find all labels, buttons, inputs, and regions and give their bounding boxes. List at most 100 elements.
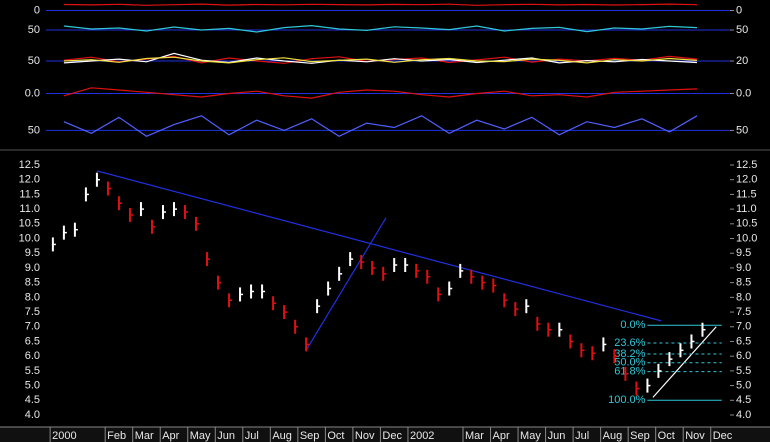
x-tick-label: May	[190, 430, 211, 442]
price-bar	[272, 296, 277, 311]
indicator-line	[63, 115, 698, 137]
y-tick-label-right: 6.0	[736, 350, 751, 362]
price-bar	[635, 381, 640, 396]
fib-label: 100.0%	[608, 394, 646, 406]
y-tick-label: 7.0	[25, 321, 40, 333]
price-bar	[613, 349, 618, 364]
y-tick-label-right: 9.5	[736, 247, 751, 259]
x-tick-label: 2000	[52, 430, 76, 442]
price-bar	[470, 269, 475, 284]
y-tick-label: 0.0	[25, 87, 40, 99]
x-tick-label: 2002	[410, 430, 434, 442]
x-tick-label: Jul	[245, 430, 259, 442]
price-bar	[283, 305, 288, 320]
y-tick-label: 9.0	[25, 262, 40, 274]
indicator-line	[63, 56, 698, 64]
indicator-line	[63, 3, 698, 6]
y-tick-label-right: 0	[736, 4, 742, 16]
price-bar	[591, 346, 596, 361]
x-tick-label: Nov	[355, 430, 375, 442]
x-tick-label: Dec	[382, 430, 402, 442]
price-bar	[195, 216, 200, 231]
price-bar	[117, 196, 122, 211]
price-bar	[371, 260, 376, 275]
y-tick-label-right: 8.0	[736, 291, 751, 303]
x-tick-label: Oct	[658, 430, 675, 442]
price-bar	[547, 322, 552, 337]
price-bar	[217, 275, 222, 290]
price-bar	[646, 378, 651, 393]
x-tick-label: Jun	[217, 430, 235, 442]
price-bar	[580, 343, 585, 358]
y-tick-label: 8.0	[25, 291, 40, 303]
y-tick-label-right: 10.0	[736, 232, 757, 244]
y-tick-label-right: 12.5	[736, 159, 757, 171]
y-tick-label-right: 50	[736, 24, 748, 36]
price-bar	[294, 319, 299, 334]
y-tick-label-right: 5.5	[736, 365, 751, 377]
y-tick-label-right: 11.0	[736, 203, 757, 215]
price-bar	[73, 222, 78, 237]
price-bar	[657, 363, 662, 378]
x-tick-label: Sep	[630, 430, 650, 442]
y-tick-label: 10.5	[19, 218, 40, 230]
y-tick-label: 12.5	[19, 159, 40, 171]
fib-label: 0.0%	[620, 319, 645, 331]
price-bar	[95, 172, 100, 187]
price-bar	[349, 252, 354, 267]
price-bar	[128, 208, 133, 222]
price-bar	[558, 322, 563, 337]
price-bar	[569, 334, 574, 349]
y-tick-label-right: 50	[736, 124, 748, 136]
price-bar	[393, 258, 398, 272]
y-tick-label: 11.0	[19, 203, 40, 215]
y-tick-label: 0	[34, 4, 40, 16]
y-tick-label: 50	[28, 124, 40, 136]
price-bar	[250, 284, 255, 299]
price-bar	[602, 337, 607, 352]
price-bar	[360, 255, 365, 270]
x-tick-label: Jun	[548, 430, 566, 442]
y-tick-label: 6.5	[25, 335, 40, 347]
trendline	[96, 170, 662, 322]
indicator-line	[63, 87, 698, 99]
y-tick-label: 5.5	[25, 365, 40, 377]
y-tick-label-right: 8.5	[736, 277, 751, 289]
y-tick-label: 12.0	[19, 174, 40, 186]
price-bar	[172, 202, 177, 217]
price-bar	[503, 293, 508, 308]
y-tick-label: 4.0	[25, 409, 40, 421]
x-tick-label: Apr	[162, 430, 179, 442]
price-bar	[448, 281, 453, 296]
price-bar	[437, 287, 442, 302]
y-tick-label: 7.5	[25, 306, 40, 318]
price-bar	[239, 287, 244, 302]
y-tick-label: 5.0	[25, 379, 40, 391]
price-bar	[327, 281, 332, 296]
price-bar	[668, 352, 673, 367]
y-tick-label: 11.5	[19, 188, 40, 200]
fib-label: 38.2%	[614, 348, 645, 360]
price-bar	[426, 269, 431, 284]
price-bar	[382, 266, 387, 281]
y-tick-label-right: 7.0	[736, 321, 751, 333]
y-tick-label: 8.5	[25, 277, 40, 289]
y-tick-label: 4.5	[25, 394, 40, 406]
x-tick-label: Oct	[327, 430, 344, 442]
x-tick-label: May	[520, 430, 541, 442]
price-bar	[338, 266, 343, 281]
price-bar	[481, 275, 486, 290]
price-bar	[316, 299, 321, 314]
y-tick-label-right: 12.0	[736, 174, 757, 186]
fib-label: 61.8%	[614, 366, 645, 378]
y-tick-label-right: 6.5	[736, 335, 751, 347]
y-tick-label-right: 0.0	[736, 87, 751, 99]
x-tick-label: Mar	[465, 430, 484, 442]
x-tick-label: Mar	[135, 430, 154, 442]
price-bar	[536, 316, 541, 331]
y-tick-label-right: 10.5	[736, 218, 757, 230]
price-bar	[184, 205, 189, 220]
price-bar	[679, 343, 684, 358]
price-bar	[51, 237, 56, 252]
x-tick-label: Sep	[300, 430, 320, 442]
